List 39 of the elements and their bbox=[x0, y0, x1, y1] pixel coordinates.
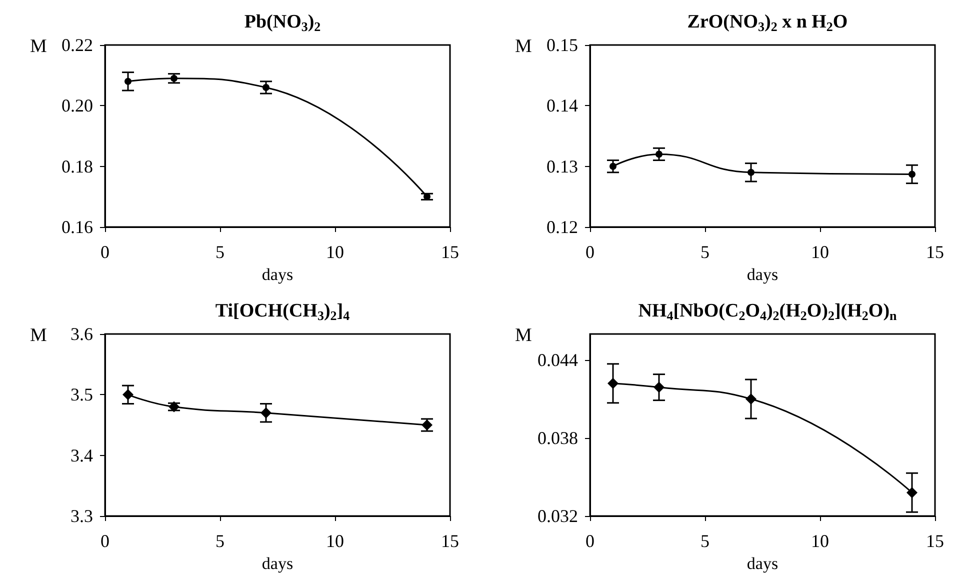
y-tick-label: 3.4 bbox=[70, 445, 93, 466]
x-axis-title: days bbox=[262, 264, 294, 284]
y-tick-label: 0.20 bbox=[62, 96, 93, 116]
y-tick-label: 0.14 bbox=[546, 96, 578, 116]
y-tick-label: 0.044 bbox=[538, 350, 578, 370]
x-axis-title: days bbox=[262, 554, 294, 573]
x-tick-label: 10 bbox=[811, 242, 829, 262]
x-tick-label: 5 bbox=[216, 531, 224, 551]
x-tick-label: 5 bbox=[700, 531, 710, 551]
x-tick-label: 0 bbox=[100, 531, 110, 551]
x-axis-title: days bbox=[746, 264, 778, 284]
y-tick-label: 3.3 bbox=[70, 506, 93, 526]
y-tick-label: 3.5 bbox=[70, 384, 93, 405]
x-tick-label: 10 bbox=[326, 531, 344, 551]
x-tick-label: 10 bbox=[811, 531, 829, 551]
y-tick-label: 0.038 bbox=[538, 428, 578, 448]
y-tick-label: 0.12 bbox=[546, 217, 578, 237]
x-tick-label: 0 bbox=[586, 242, 594, 262]
y-axis-title: M bbox=[515, 36, 532, 57]
y-axis-title: M bbox=[30, 325, 47, 346]
x-tick-label: 10 bbox=[326, 242, 344, 262]
y-tick-label: 3.6 bbox=[70, 324, 93, 344]
x-tick-label: 15 bbox=[926, 531, 944, 551]
x-tick-label: 15 bbox=[926, 242, 944, 262]
y-axis-title: M bbox=[30, 36, 47, 57]
x-tick-label: 15 bbox=[441, 242, 459, 262]
y-tick-label: 0.15 bbox=[546, 35, 578, 55]
y-tick-label: 0.18 bbox=[62, 156, 93, 176]
x-tick-label: 5 bbox=[216, 242, 224, 262]
x-tick-label: 15 bbox=[441, 531, 459, 551]
x-tick-label: 0 bbox=[586, 531, 594, 551]
x-axis-title: days bbox=[746, 554, 778, 573]
y-tick-label: 0.032 bbox=[538, 506, 578, 526]
x-tick-label: 0 bbox=[100, 242, 110, 262]
y-tick-label: 0.13 bbox=[546, 156, 578, 176]
x-tick-label: 5 bbox=[700, 242, 710, 262]
y-axis-title: M bbox=[515, 325, 532, 346]
y-tick-label: 0.22 bbox=[62, 35, 93, 55]
y-tick-label: 0.16 bbox=[62, 217, 93, 237]
